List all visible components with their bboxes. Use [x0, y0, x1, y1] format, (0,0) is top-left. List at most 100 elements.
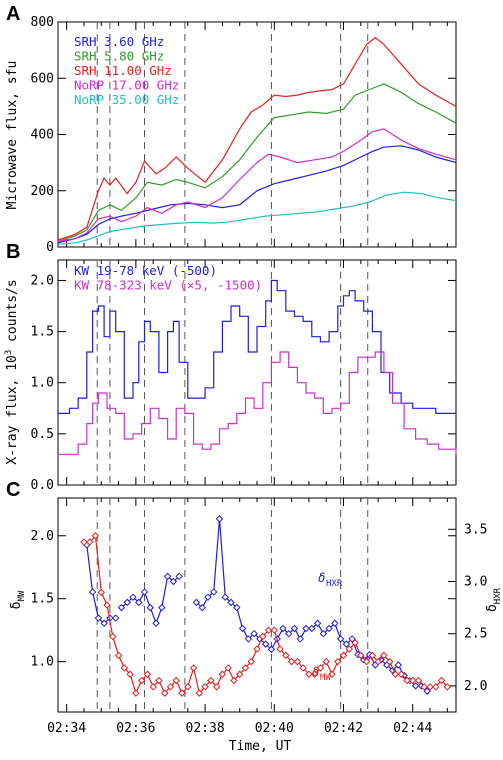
- panel-c-y2-tick-label: 2.0: [464, 679, 487, 694]
- mw-series-point: [351, 639, 359, 647]
- panel-a-y-tick-label: 200: [31, 184, 54, 199]
- mw-series-point: [380, 651, 388, 660]
- mw-series-point: [432, 683, 440, 691]
- mw-series-point: [437, 676, 446, 685]
- mw-series-point: [103, 601, 111, 609]
- hxr-segment-2-point: [296, 635, 304, 643]
- panel-a-y-tick-label: 600: [31, 71, 54, 86]
- panel-a-y-tick-label: 0: [46, 240, 54, 255]
- mw-series-point: [310, 670, 319, 678]
- mw-series-point: [293, 657, 302, 666]
- mw-series-point: [132, 689, 140, 697]
- hxr-segment-0-point: [100, 619, 108, 627]
- hxr-segment-2-point: [308, 624, 316, 633]
- hxr-segment-2-point: [250, 629, 258, 638]
- mw-series-point: [184, 683, 192, 691]
- hxr-segment-2-point: [377, 656, 385, 664]
- mw-series-point: [391, 670, 400, 678]
- mw-series-point: [357, 651, 365, 660]
- panel-a-legend-3: NoRP 17.00 GHz: [74, 78, 179, 93]
- hxr-segment-1: [120, 575, 180, 626]
- panel-b-series-0: [58, 279, 456, 414]
- mw-series-point: [166, 683, 175, 691]
- mw-series-point: [334, 657, 342, 666]
- panel-c-ylabel-right: δHXR: [485, 587, 503, 612]
- hxr-segment-2-point: [215, 515, 224, 523]
- hxr-segment-0-point: [88, 588, 97, 596]
- panel-label-c: C: [6, 479, 20, 501]
- panel-a-series-2: [57, 36, 457, 241]
- hxr-segment-1-point: [123, 598, 131, 607]
- mw-series-point: [224, 664, 232, 672]
- mw-series-point: [241, 664, 250, 672]
- mw-series-point: [403, 676, 411, 685]
- panel-b-y-tick-label: 1.0: [31, 376, 54, 391]
- mw-series-point: [339, 651, 348, 660]
- mw-series-point: [282, 651, 290, 660]
- hxr-segment-0-point: [111, 614, 120, 622]
- mw-series-point: [80, 538, 88, 546]
- mw-series-label: δ: [312, 664, 320, 679]
- mw-series-point: [247, 657, 255, 666]
- x-tick-label: 02:44: [393, 721, 432, 736]
- mw-series-point: [178, 689, 186, 697]
- panel-a-y-tick-label: 400: [31, 128, 54, 143]
- panel-a-series-4: [57, 191, 457, 245]
- hxr-segment-1-point: [152, 619, 160, 627]
- mw-series-point: [161, 689, 169, 697]
- panel-c-y-tick-label: 1.5: [31, 592, 54, 607]
- mw-series-point: [328, 670, 336, 678]
- hxr-segment-2-point: [348, 635, 356, 643]
- mw-series-point: [253, 645, 261, 653]
- panel-b-y-tick-label: 2.0: [31, 273, 54, 288]
- mw-series-point: [143, 670, 152, 678]
- hxr-segment-1-point: [146, 603, 154, 612]
- hxr-segment-2-point: [279, 624, 287, 633]
- mw-series-point: [189, 664, 198, 672]
- mw-series-point: [230, 676, 238, 685]
- mw-series-point: [385, 657, 394, 666]
- hxr-segment-1-point: [129, 593, 137, 601]
- hxr-segment-1-point: [140, 588, 149, 596]
- panel-a-y-tick-label: 800: [31, 15, 54, 30]
- hxr-segment-2-point: [313, 619, 322, 627]
- hxr-segment-2-point: [342, 640, 351, 648]
- mw-series-point: [120, 664, 129, 672]
- hxr-segment-2-point: [302, 624, 310, 633]
- mw-series-point: [109, 632, 117, 641]
- hxr-segment-0: [86, 544, 116, 625]
- mw-series-point: [345, 645, 353, 653]
- panel-a-legend-2: SRH 11.00 GHz: [74, 63, 172, 78]
- mw-series-point: [287, 657, 296, 666]
- panel-c-y-tick-label: 2.0: [31, 529, 54, 544]
- mw-series-point: [362, 657, 371, 666]
- hxr-series-label-sub: HXR: [326, 579, 343, 589]
- hxr-segment-2-point: [394, 661, 403, 669]
- panel-label-a: A: [6, 3, 20, 25]
- mw-series-point: [443, 683, 452, 691]
- hxr-segment-2-point: [261, 640, 270, 648]
- panel-b-legend-0: KW 19-78 keV (-500): [74, 263, 217, 278]
- panel-b-y-tick-label: 1.5: [31, 325, 54, 340]
- hxr-segment-2-point: [285, 629, 293, 638]
- hxr-segment-2-point: [198, 603, 206, 612]
- panel-c-y2-tick-label: 2.5: [464, 627, 487, 642]
- mw-series-point: [218, 670, 227, 678]
- panel-2-frame: [57, 497, 457, 713]
- x-tick-label: 02:42: [324, 721, 363, 736]
- hxr-segment-1-point: [117, 603, 126, 612]
- hxr-segment-2-point: [388, 666, 397, 674]
- x-tick-label: 02:34: [47, 721, 86, 736]
- mw-series-point: [149, 683, 157, 691]
- hxr-segment-1-point: [135, 598, 143, 607]
- panel-c-ylabel-left: δMW: [9, 590, 27, 609]
- mw-series-point: [397, 670, 405, 678]
- mw-series-point: [155, 676, 163, 685]
- hxr-segment-2-point: [325, 624, 333, 633]
- mw-series-point: [126, 670, 134, 678]
- mw-series-point: [201, 683, 209, 691]
- x-tick-label: 02:40: [255, 721, 294, 736]
- panel-a-ylabel: Microwave flux, sfu: [5, 61, 20, 210]
- hxr-segment-1-point: [163, 572, 172, 581]
